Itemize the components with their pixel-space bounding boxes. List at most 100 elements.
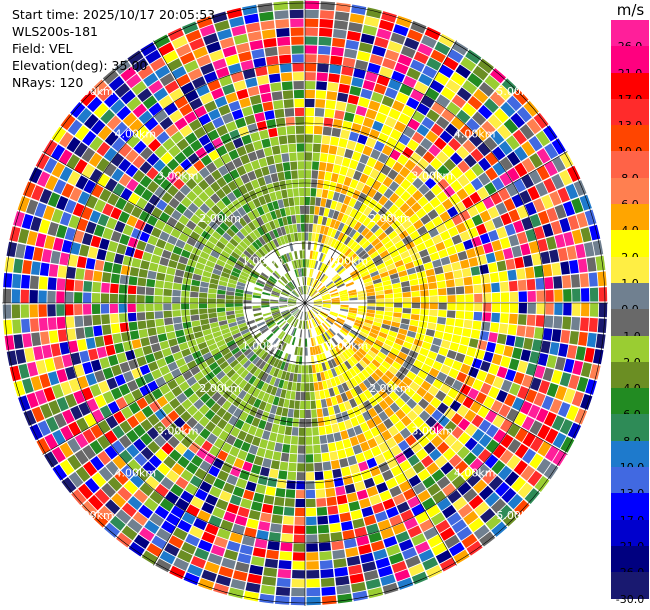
velocity-gate — [299, 311, 303, 320]
velocity-gate — [452, 41, 469, 56]
velocity-gate — [186, 417, 198, 429]
velocity-gate — [154, 109, 168, 123]
velocity-gate — [329, 451, 339, 461]
velocity-gate — [339, 166, 349, 176]
velocity-gate — [215, 188, 226, 200]
velocity-gate — [229, 169, 240, 180]
velocity-gate — [136, 240, 147, 251]
velocity-gate — [326, 330, 333, 339]
velocity-gate — [509, 303, 519, 314]
velocity-gate — [357, 224, 366, 234]
velocity-gate — [279, 300, 288, 303]
velocity-gate — [35, 359, 47, 375]
velocity-gate — [456, 404, 469, 417]
velocity-gate — [319, 288, 328, 295]
velocity-gate — [372, 120, 384, 132]
velocity-gate — [274, 316, 283, 322]
velocity-gate — [319, 153, 328, 163]
velocity-gate — [446, 245, 457, 256]
velocity-gate — [317, 54, 330, 64]
velocity-gate — [592, 240, 604, 256]
velocity-gate — [188, 393, 200, 404]
velocity-gate — [394, 240, 405, 250]
velocity-gate — [327, 227, 334, 237]
velocity-gate — [595, 333, 606, 349]
velocity-gate — [93, 102, 109, 119]
velocity-gate — [249, 353, 258, 363]
nrays-text: NRays: 120 — [12, 75, 84, 90]
velocity-gate — [148, 80, 164, 94]
velocity-gate — [315, 99, 326, 108]
velocity-gate — [146, 167, 159, 180]
velocity-gate — [393, 312, 402, 318]
velocity-gate — [300, 392, 305, 401]
velocity-gate — [479, 531, 496, 547]
velocity-gate — [228, 321, 238, 328]
velocity-gate — [110, 99, 126, 114]
velocity-gate — [325, 318, 334, 325]
velocity-gate — [362, 356, 371, 366]
velocity-gate — [185, 533, 200, 547]
velocity-gate — [312, 224, 318, 233]
velocity-gate — [357, 334, 367, 342]
velocity-gate — [255, 239, 263, 248]
velocity-gate — [171, 209, 182, 221]
velocity-gate — [456, 303, 465, 311]
velocity-gate — [358, 382, 368, 392]
velocity-gate — [481, 321, 491, 332]
velocity-gate — [484, 182, 497, 196]
velocity-gate — [360, 552, 374, 564]
velocity-gate — [264, 403, 272, 413]
velocity-gate — [387, 245, 397, 254]
velocity-gate — [254, 538, 268, 549]
velocity-gate — [116, 352, 128, 364]
velocity-gate — [330, 531, 343, 542]
velocity-gate — [477, 58, 494, 74]
velocity-gate — [372, 191, 383, 202]
velocity-gate — [68, 215, 80, 229]
velocity-gate — [430, 435, 444, 448]
velocity-gate — [67, 170, 81, 186]
velocity-gate — [291, 587, 305, 597]
velocity-gate — [368, 331, 378, 339]
velocity-gate — [225, 307, 235, 312]
velocity-gate — [410, 202, 422, 213]
velocity-gate — [394, 121, 407, 133]
velocity-gate — [445, 79, 461, 94]
velocity-gate — [237, 319, 246, 325]
velocity-gate — [185, 462, 199, 475]
velocity-gate — [317, 314, 325, 322]
velocity-gate — [359, 153, 370, 165]
velocity-gate — [252, 292, 262, 297]
velocity-gate — [220, 519, 234, 532]
velocity-gate — [517, 314, 527, 326]
velocity-gate — [517, 482, 533, 499]
velocity-gate — [337, 222, 345, 232]
velocity-gate — [378, 19, 395, 32]
velocity-gate — [318, 27, 333, 37]
range-label: 4.00km — [454, 467, 496, 480]
velocity-gate — [446, 101, 461, 116]
velocity-gate — [463, 488, 478, 503]
velocity-gate — [141, 132, 156, 146]
velocity-gate — [67, 437, 81, 454]
velocity-gate — [89, 136, 104, 152]
velocity-gate — [327, 316, 336, 322]
velocity-gate — [536, 165, 550, 181]
velocity-gate — [319, 273, 326, 282]
velocity-gate — [105, 461, 120, 476]
velocity-gate — [322, 305, 331, 309]
velocity-gate — [485, 167, 498, 181]
velocity-gate — [345, 390, 354, 400]
velocity-gate — [32, 247, 44, 262]
colorbar-level: 13.0 — [611, 98, 649, 132]
velocity-gate — [285, 284, 293, 292]
velocity-gate — [154, 145, 168, 159]
velocity-gate — [201, 276, 211, 283]
velocity-gate — [359, 331, 368, 338]
velocity-gate — [50, 343, 61, 357]
velocity-gate — [288, 298, 297, 302]
velocity-gate — [483, 98, 499, 113]
velocity-gate — [296, 223, 301, 233]
velocity-gate — [104, 445, 119, 460]
